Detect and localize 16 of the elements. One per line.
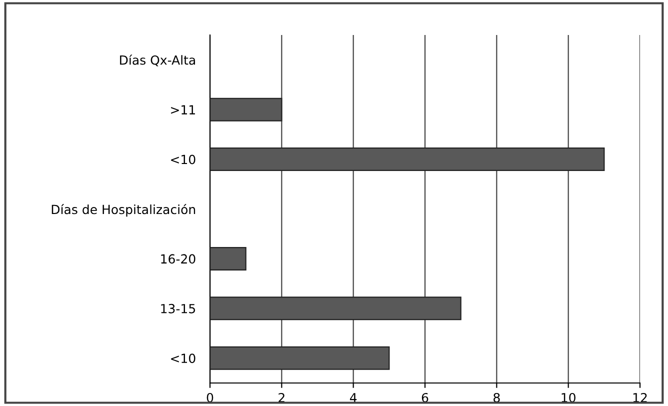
x-tick-label: 0 bbox=[206, 392, 214, 402]
y-tick-label: Días Qx-Alta bbox=[120, 54, 195, 66]
bar bbox=[210, 246, 246, 270]
bar bbox=[210, 346, 390, 370]
bar bbox=[210, 98, 282, 122]
y-tick-label: 13-15 bbox=[161, 304, 196, 314]
y-tick-label: <10 bbox=[171, 354, 196, 364]
y-tick-label: >11 bbox=[171, 105, 195, 114]
y-tick-label: Días de Hospitalización bbox=[52, 204, 196, 217]
x-tick-label: 8 bbox=[494, 392, 500, 402]
x-tick-label: 4 bbox=[350, 393, 357, 402]
y-tick-label: <10 bbox=[171, 154, 196, 164]
bar bbox=[210, 148, 605, 172]
y-tick-label: 16-20 bbox=[161, 254, 196, 264]
bar bbox=[210, 296, 462, 320]
x-tick-label: 6 bbox=[422, 392, 428, 402]
